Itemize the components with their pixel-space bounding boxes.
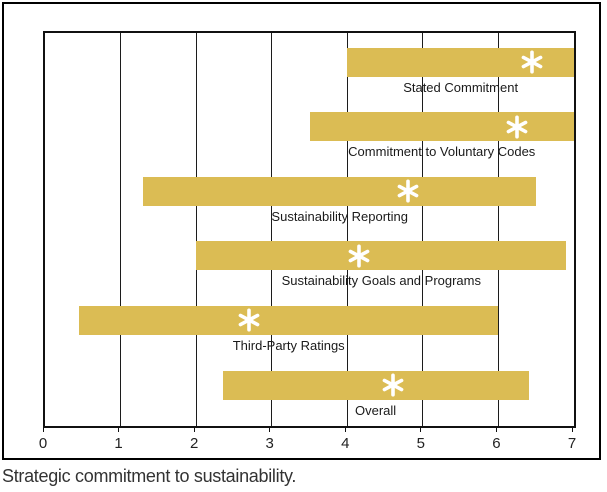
figure-frame: Stated Commitment Commitment to Voluntary… <box>2 2 601 460</box>
axis-tick <box>420 426 422 432</box>
gridline <box>422 33 424 426</box>
tick-label: 4 <box>341 435 350 452</box>
range-bar <box>196 241 567 271</box>
axis-tick <box>42 426 44 432</box>
bar-label: Overall <box>355 402 397 418</box>
gridline <box>346 33 348 426</box>
axis-tick <box>571 426 573 432</box>
bar-label: Stated Commitment <box>403 79 519 95</box>
tick-label: 7 <box>567 435 577 452</box>
tick-label: 1 <box>114 435 123 452</box>
mean-asterisk-icon <box>505 115 529 139</box>
axis-tick <box>495 426 497 432</box>
plot-inner: Stated Commitment Commitment to Voluntary… <box>45 33 574 426</box>
gridline <box>497 33 499 426</box>
mean-asterisk-icon <box>381 373 405 397</box>
gridline <box>271 33 273 426</box>
mean-asterisk-icon <box>396 179 420 203</box>
bar-label: Sustainability Goals and Programs <box>281 273 481 289</box>
mean-asterisk-icon <box>520 50 544 74</box>
axis-tick <box>193 426 195 432</box>
range-bar <box>309 112 574 142</box>
tick-label: 5 <box>416 435 426 452</box>
tick-label: 0 <box>38 435 48 452</box>
gridline <box>120 33 122 426</box>
axis-tick <box>269 426 271 432</box>
tick-label: 3 <box>265 435 274 452</box>
axis-tick <box>344 426 346 432</box>
range-bar <box>79 305 499 335</box>
tick-label: 2 <box>189 435 199 452</box>
figure-caption: Strategic commitment to sustainability. <box>2 466 297 486</box>
axis-tick <box>118 426 120 432</box>
gridline <box>195 33 197 426</box>
mean-asterisk-icon <box>347 244 371 268</box>
bar-label: Third-Party Ratings <box>232 337 345 353</box>
mean-asterisk-icon <box>237 308 261 332</box>
range-bar <box>143 176 537 206</box>
bar-label: Sustainability Reporting <box>271 208 408 224</box>
tick-label: 6 <box>492 435 501 452</box>
plot-area: Stated Commitment Commitment to Voluntary… <box>43 31 576 428</box>
bar-label: Commitment to Voluntary Codes <box>348 144 536 160</box>
range-bar <box>222 370 529 400</box>
